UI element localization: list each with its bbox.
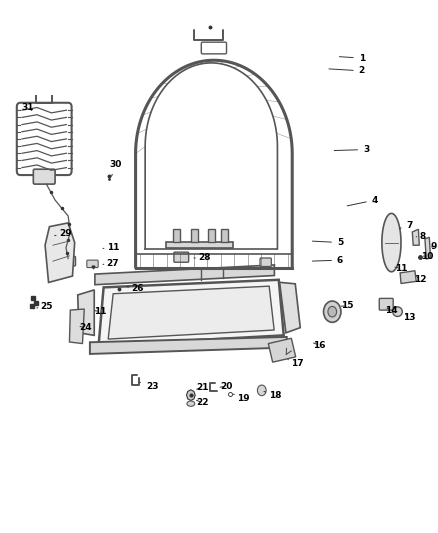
Bar — [166, 242, 233, 248]
Polygon shape — [90, 337, 287, 354]
Text: 26: 26 — [127, 284, 144, 293]
Text: 5: 5 — [312, 238, 343, 247]
Ellipse shape — [187, 401, 195, 406]
Text: 22: 22 — [196, 398, 209, 407]
Text: 7: 7 — [399, 221, 413, 230]
Polygon shape — [45, 223, 74, 282]
Text: 1: 1 — [339, 54, 365, 62]
Text: 31: 31 — [21, 102, 34, 111]
Text: 24: 24 — [80, 323, 92, 332]
Text: 6: 6 — [312, 256, 343, 264]
Ellipse shape — [393, 307, 403, 317]
Bar — [191, 229, 198, 242]
Polygon shape — [70, 309, 84, 344]
Polygon shape — [187, 390, 195, 400]
Polygon shape — [108, 286, 274, 339]
Polygon shape — [279, 282, 300, 333]
FancyBboxPatch shape — [33, 169, 55, 184]
Text: 30: 30 — [110, 160, 122, 176]
Text: 3: 3 — [334, 145, 369, 154]
Text: 21: 21 — [196, 383, 209, 392]
Text: 13: 13 — [403, 312, 416, 321]
Text: 9: 9 — [431, 243, 437, 252]
Polygon shape — [268, 338, 296, 362]
Polygon shape — [400, 271, 416, 284]
Polygon shape — [425, 237, 431, 259]
Text: 18: 18 — [264, 391, 281, 400]
Text: 11: 11 — [103, 243, 119, 252]
Text: 12: 12 — [414, 274, 427, 284]
Polygon shape — [99, 280, 284, 345]
Text: 23: 23 — [140, 382, 159, 391]
Text: 16: 16 — [313, 341, 325, 350]
Text: 15: 15 — [341, 301, 353, 310]
FancyBboxPatch shape — [174, 252, 189, 262]
Circle shape — [324, 301, 341, 322]
FancyBboxPatch shape — [87, 260, 98, 268]
FancyBboxPatch shape — [379, 298, 393, 310]
Text: 8: 8 — [416, 232, 426, 241]
Polygon shape — [95, 265, 274, 285]
Text: 10: 10 — [421, 252, 433, 261]
Text: 29: 29 — [55, 229, 71, 238]
FancyBboxPatch shape — [61, 256, 75, 266]
Circle shape — [328, 306, 337, 317]
Text: 4: 4 — [347, 196, 378, 206]
Polygon shape — [78, 290, 94, 335]
Text: 27: 27 — [103, 259, 119, 268]
FancyBboxPatch shape — [260, 258, 271, 266]
Bar — [208, 229, 215, 242]
Bar — [173, 229, 180, 242]
Polygon shape — [382, 213, 401, 272]
Polygon shape — [412, 229, 419, 245]
Text: 28: 28 — [194, 254, 211, 262]
Text: 17: 17 — [288, 359, 304, 368]
Text: 20: 20 — [220, 382, 232, 391]
Text: 2: 2 — [329, 67, 365, 75]
Text: 11: 11 — [94, 307, 106, 316]
Circle shape — [258, 385, 266, 395]
Text: 14: 14 — [385, 305, 398, 314]
Text: 19: 19 — [233, 394, 250, 403]
Bar — [221, 229, 228, 242]
Text: 25: 25 — [37, 302, 53, 311]
Text: 11: 11 — [395, 264, 407, 273]
